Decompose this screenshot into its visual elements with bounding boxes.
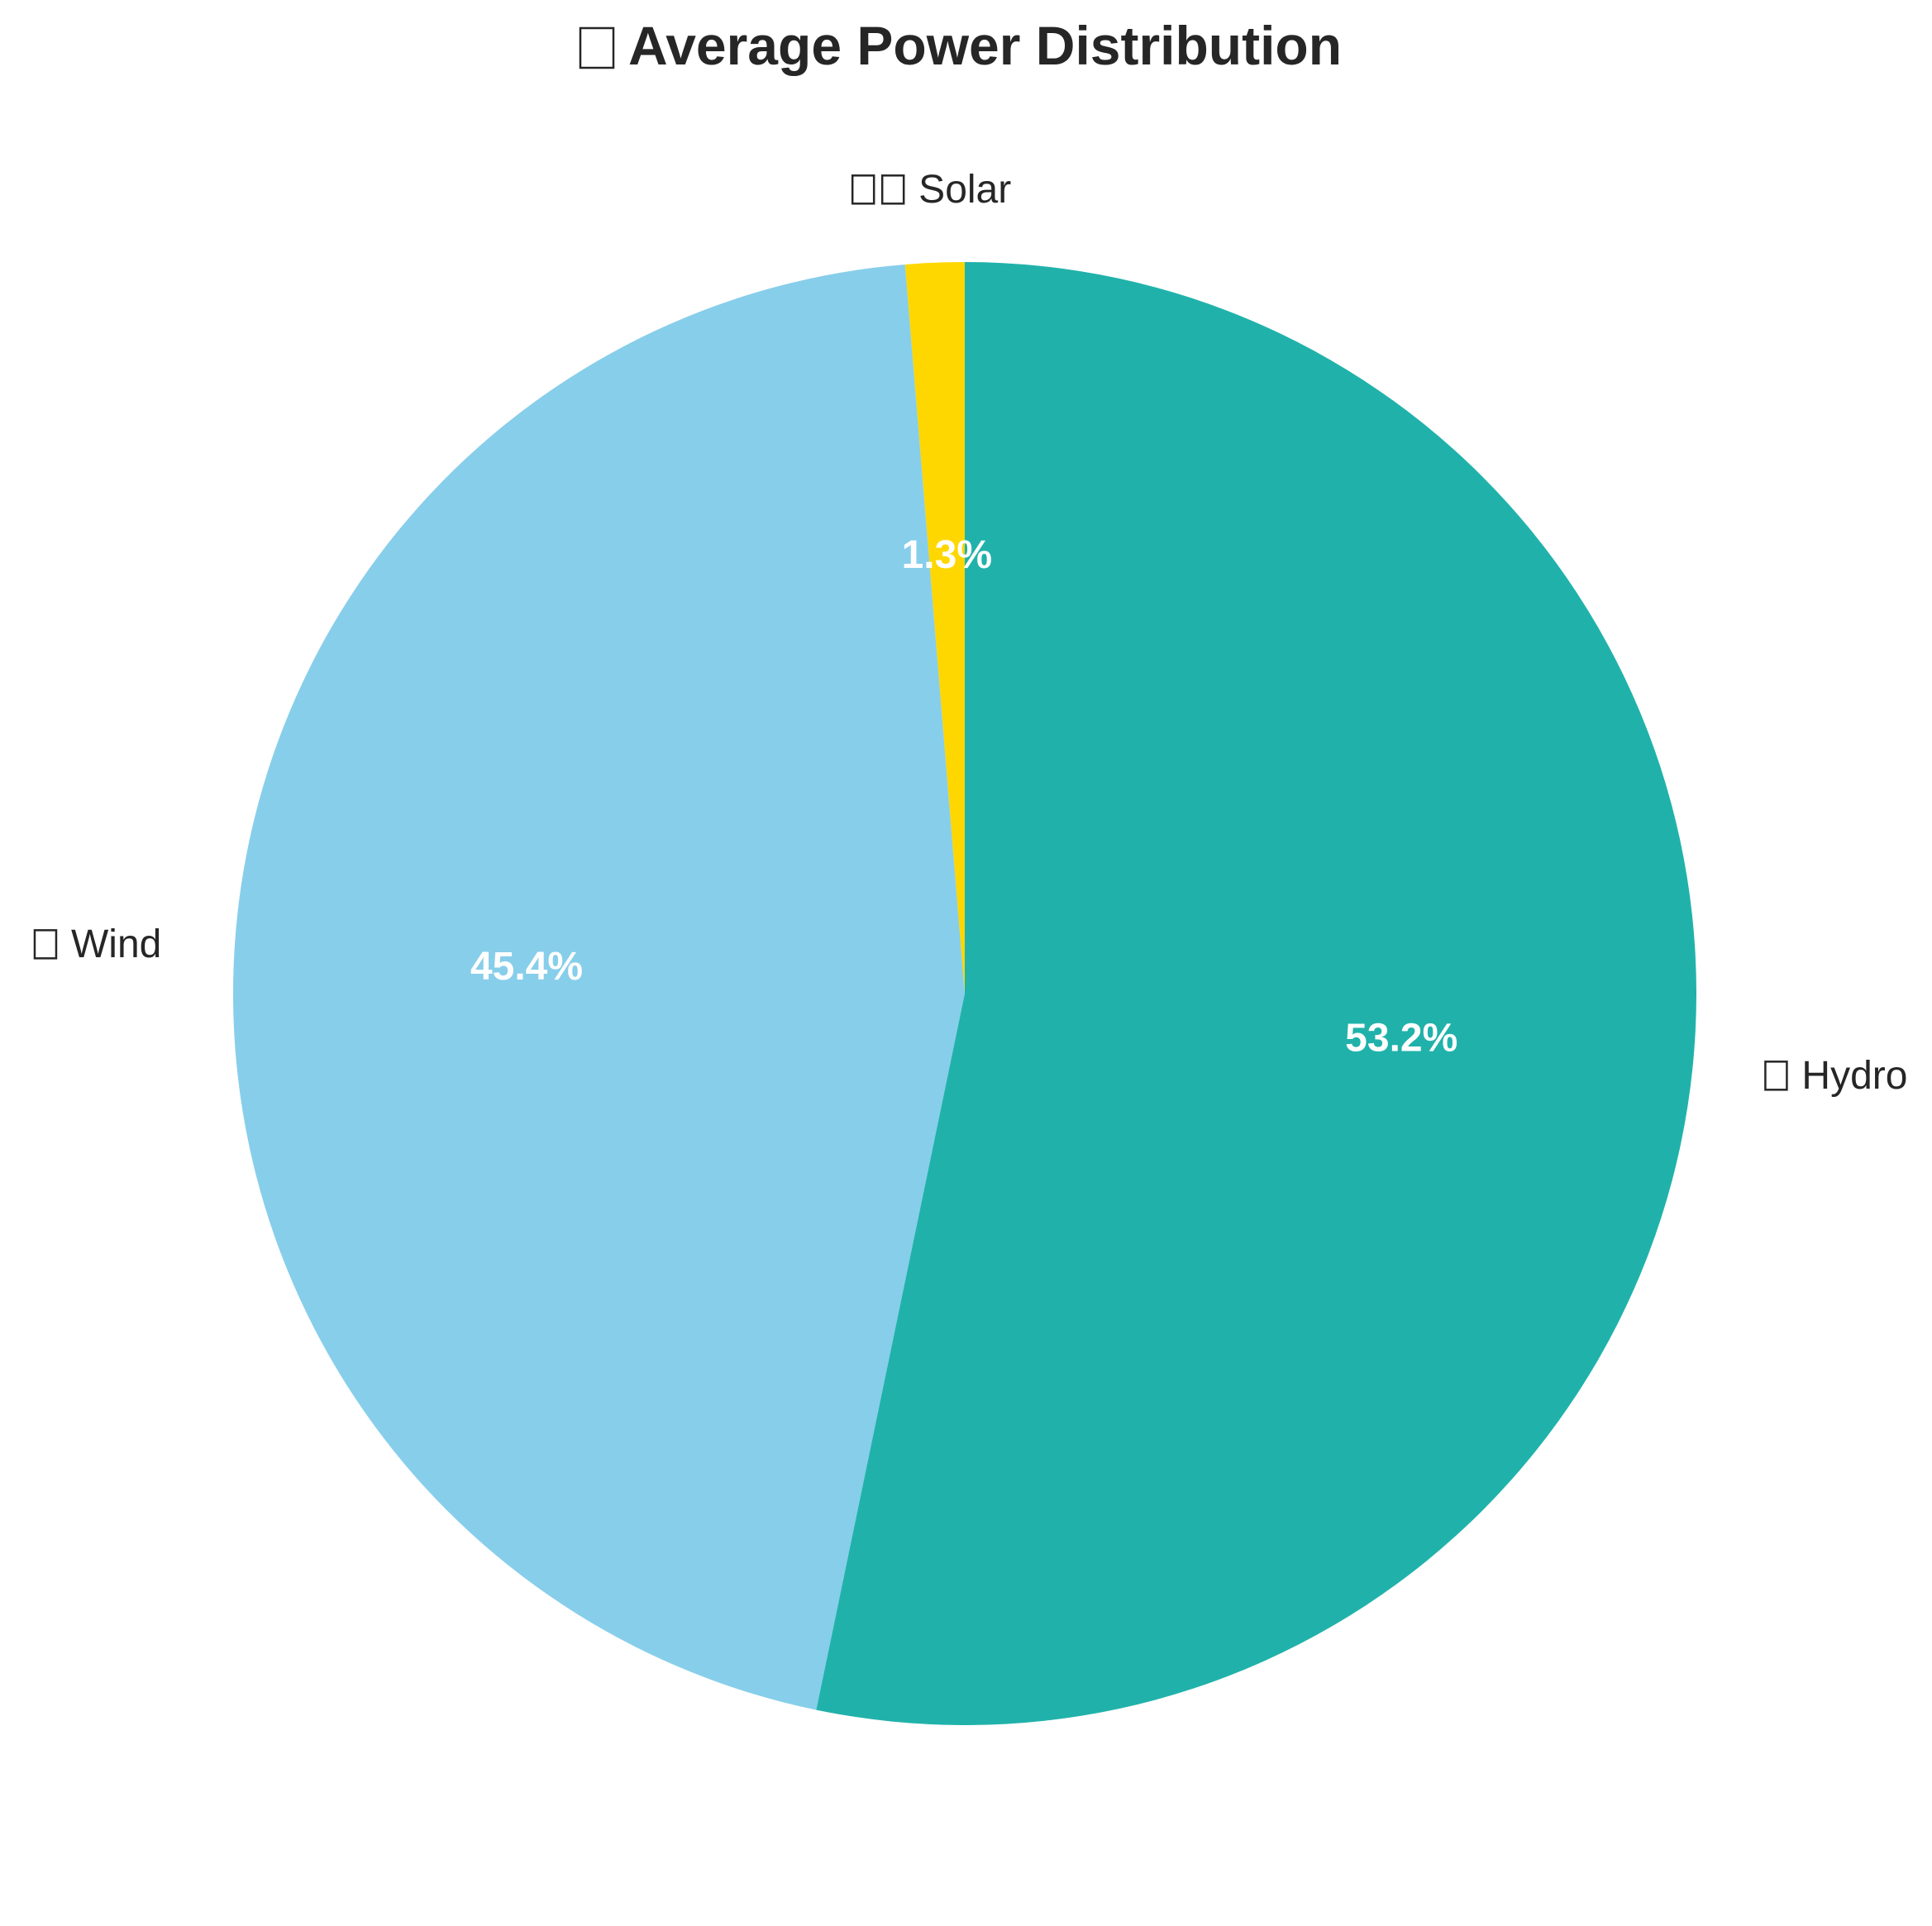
- pct-label-hydro: 53.2%: [1345, 1017, 1457, 1061]
- slice-label-text: Wind: [71, 922, 161, 966]
- slice-label-solar: Solar: [851, 168, 1011, 212]
- pie-slices: [233, 262, 1696, 1725]
- title-icon: [579, 26, 615, 69]
- hydro-icon: [1764, 1061, 1788, 1091]
- slice-label-hydro: Hydro: [1764, 1054, 1907, 1098]
- chart-title: Average Power Distribution: [628, 15, 1342, 76]
- solar-icon: [880, 174, 905, 205]
- percent-labels: 1.3% 45.4% 53.2%: [470, 533, 1457, 1061]
- slice-labels: Solar Wind Hydro: [33, 168, 1907, 1098]
- solar-icon: [851, 174, 875, 205]
- slice-label-wind: Wind: [33, 922, 161, 966]
- pct-label-wind: 45.4%: [470, 945, 583, 989]
- pct-label-solar: 1.3%: [902, 533, 992, 577]
- slice-label-text: Solar: [918, 168, 1011, 212]
- wind-icon: [33, 929, 58, 960]
- chart-title-group: Average Power Distribution: [579, 15, 1342, 76]
- pie-slice-hydro: [816, 262, 1696, 1725]
- pie-slice-wind: [233, 264, 965, 1710]
- slice-label-text: Hydro: [1801, 1054, 1907, 1098]
- pie-slice-solar: [904, 262, 965, 994]
